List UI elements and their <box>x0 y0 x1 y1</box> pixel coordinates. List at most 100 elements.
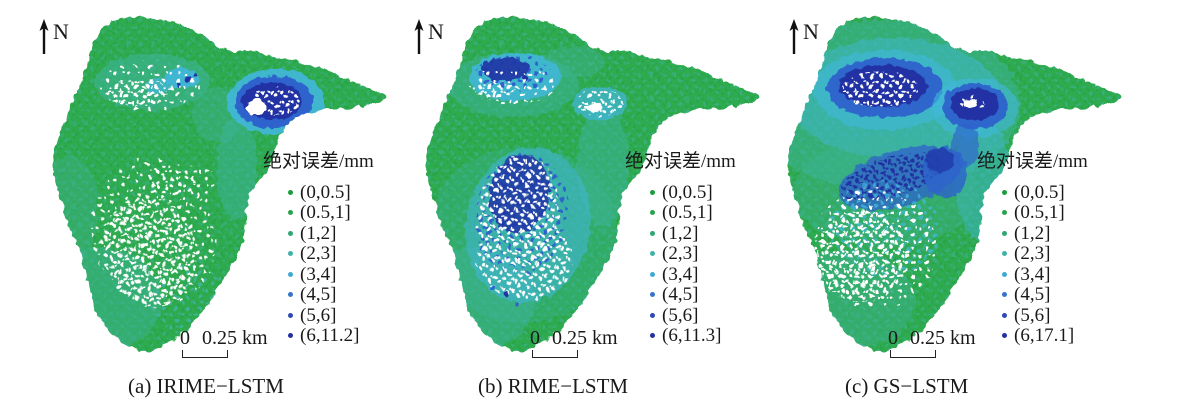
legend-color-dot <box>288 251 293 257</box>
legend-color-dot <box>1002 230 1007 236</box>
north-arrow-icon <box>789 19 799 54</box>
legend-item-label: (6,17.1] <box>1014 325 1075 347</box>
panel-irime-lstm: N 绝对误差/mm (0,0.5] (0.5,1] (1,2] (2,3] (3,4](… <box>0 0 398 415</box>
scale-bracket <box>890 350 936 358</box>
legend-color-dot <box>650 210 655 216</box>
legend-color-dot <box>650 189 655 195</box>
legend-item-label: (0,0.5] <box>1014 181 1065 203</box>
legend-color-dot <box>1002 333 1007 339</box>
legend-item-label: (4,5] <box>300 284 337 306</box>
north-label: N <box>428 19 444 44</box>
legend-item-label: (6,11.3] <box>662 325 722 347</box>
legend-item-label: (1,2] <box>1014 222 1051 244</box>
legend-color-dot <box>1002 210 1007 216</box>
map-irime-lstm <box>53 17 387 351</box>
error-hotspot-northwest <box>469 53 561 104</box>
legend-color-dot <box>650 333 655 339</box>
legend-item-label: (0,0.5] <box>300 181 351 203</box>
legend-item-label: (0.5,1] <box>662 202 713 224</box>
legend-title: 绝对误差/mm <box>625 151 736 172</box>
legend-item-label: (5,6] <box>300 304 337 326</box>
scale-text: 0 0.25 km <box>888 327 976 349</box>
legend-color-dot <box>288 271 293 277</box>
legend-item: (4,5] <box>250 285 374 306</box>
legend-item: (4,5] <box>964 285 1088 306</box>
legend-item-label: (0.5,1] <box>1014 202 1065 224</box>
legend-list: (0,0.5] (0.5,1] (1,2] (2,3] (3,4] (4,5] (5,6](… <box>250 182 374 346</box>
panel-gs-lstm: N 绝对误差/mm (0,0.5] (0.5,1] (1,2] (2,3] (3,4](… <box>783 0 1185 415</box>
legend-color-dot <box>288 292 293 298</box>
scale-zero-label: 0 <box>888 327 898 349</box>
scale-zero-label: 0 <box>530 327 540 349</box>
legend-color-dot <box>288 230 293 236</box>
scale-text: 0 0.25 km <box>180 327 268 349</box>
scale-bar: 0 0.25 km <box>888 327 976 358</box>
legend-list: (0,0.5] (0.5,1] (1,2] (2,3] (3,4] (4,5] (5,6](… <box>964 182 1088 346</box>
legend-color-dot <box>650 230 655 236</box>
legend-color-dot <box>288 189 293 195</box>
legend-item: (2,3] <box>250 244 374 265</box>
legend-item-label: (4,5] <box>1014 284 1051 306</box>
north-label: N <box>53 19 69 44</box>
legend-title: 绝对误差/mm <box>977 151 1088 172</box>
panel-caption: (c) GS−LSTM <box>845 374 969 398</box>
legend-item: (3,4] <box>612 264 736 285</box>
legend-color-dot <box>1002 271 1007 277</box>
legend-item: (6,11.3] <box>612 326 736 347</box>
legend-item: (0,0.5] <box>964 182 1088 203</box>
scale-bar: 0 0.25 km <box>530 327 618 358</box>
scale-value-label: 0.25 km <box>910 327 976 349</box>
legend-item-label: (5,6] <box>1014 304 1051 326</box>
legend-item-label: (3,4] <box>1014 263 1051 285</box>
legend-item: (1,2] <box>964 223 1088 244</box>
scale-value-label: 0.25 km <box>552 327 618 349</box>
error-hotspot-northwest <box>813 50 957 130</box>
legend-item: (1,2] <box>250 223 374 244</box>
legend-color-dot <box>650 312 655 318</box>
legend-list: (0,0.5] (0.5,1] (1,2] (2,3] (3,4] (4,5] (5,6](… <box>612 182 736 346</box>
legend-item: (2,3] <box>612 244 736 265</box>
legend-color-dot <box>650 292 655 298</box>
legend: 绝对误差/mm (0,0.5] (0.5,1] (1,2] (2,3] (3,4] (4,… <box>612 150 736 346</box>
scale-bracket <box>182 350 228 358</box>
legend-item: (4,5] <box>612 285 736 306</box>
legend-item-label: (2,3] <box>662 243 699 265</box>
legend-color-dot <box>1002 312 1007 318</box>
legend-color-dot <box>288 333 293 339</box>
legend: 绝对误差/mm (0,0.5] (0.5,1] (1,2] (2,3] (3,4] (4,… <box>964 150 1088 346</box>
scale-bar: 0 0.25 km <box>180 327 268 358</box>
legend-color-dot <box>1002 292 1007 298</box>
legend-item-label: (1,2] <box>662 222 699 244</box>
legend-item-label: (0.5,1] <box>300 202 351 224</box>
north-arrow-icon <box>39 19 49 54</box>
north-indicator: N <box>411 18 444 56</box>
panel-caption: (a) IRIME−LSTM <box>128 374 284 398</box>
north-label: N <box>803 19 819 44</box>
error-hotspot-northwest <box>100 61 200 111</box>
legend-item-label: (2,3] <box>300 243 337 265</box>
legend-item: (1,2] <box>612 223 736 244</box>
legend-item-label: (1,2] <box>300 222 337 244</box>
legend: 绝对误差/mm (0,0.5] (0.5,1] (1,2] (2,3] (3,4] (4,… <box>250 150 374 346</box>
legend-item-label: (4,5] <box>662 284 699 306</box>
scale-value-label: 0.25 km <box>202 327 268 349</box>
legend-item: (5,6] <box>964 305 1088 326</box>
map-gs-lstm <box>788 17 1122 351</box>
legend-item: (5,6] <box>612 305 736 326</box>
panel-rime-lstm: N 绝对误差/mm (0,0.5] (0.5,1] (1,2] (2,3] (3,4](… <box>398 0 783 415</box>
north-indicator: N <box>36 18 69 56</box>
legend-item-label: (3,4] <box>662 263 699 285</box>
map-rime-lstm <box>426 17 760 351</box>
legend-item-label: (6,11.2] <box>300 325 360 347</box>
legend-item-label: (2,3] <box>1014 243 1051 265</box>
legend-item-label: (3,4] <box>300 263 337 285</box>
legend-item: (3,4] <box>250 264 374 285</box>
north-indicator: N <box>786 18 819 56</box>
error-hotspot-northeast <box>932 78 1018 167</box>
error-hotspot-northeast <box>227 69 325 135</box>
panel-caption: (b) RIME−LSTM <box>478 374 629 398</box>
legend-item: (0.5,1] <box>612 203 736 224</box>
north-arrow-icon <box>414 19 424 54</box>
legend-item: (0,0.5] <box>612 182 736 203</box>
